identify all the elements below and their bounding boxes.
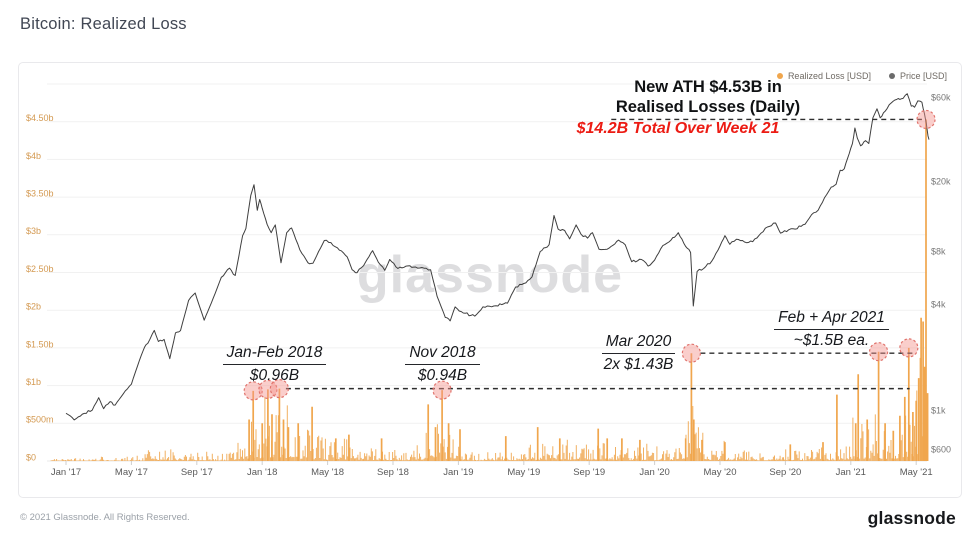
chart-card: glassnode $4.50b $4b $3.50b $3b $2.50b $2b $1.… (18, 62, 962, 498)
x-axis-tick-label: May '17 (115, 467, 148, 478)
annotation-janfeb-2018-value: $0.96B (249, 367, 300, 384)
right-axis-tick-label: $1k (931, 405, 946, 415)
left-axis-labels: $4.50b $4b $3.50b $3b $2.50b $2b $1.50b $1b $500… (26, 113, 54, 462)
annotation-febapr-2021: Feb + Apr 2021 ~$1.5B ea. (754, 307, 909, 351)
left-axis-tick-label: $1b (26, 377, 41, 387)
highlight-circle (681, 343, 701, 363)
page-title: Bitcoin: Realized Loss (20, 15, 187, 33)
x-axis-tick-label: Jan '17 (51, 467, 81, 478)
x-axis-tick-label: Sep '19 (573, 467, 605, 478)
annotation-week21-total: $14.2B Total Over Week 21 (576, 120, 780, 137)
annotation-new-ath-line1: New ATH $4.53B in (634, 78, 782, 96)
glassnode-logo: glassnode (867, 508, 956, 528)
x-axis-tick-label: Jan '21 (836, 467, 866, 478)
left-axis-tick-label: $500m (26, 415, 54, 425)
annotation-febapr-2021-title: Feb + Apr 2021 (774, 307, 889, 330)
annotation-mar-2020: Mar 2020 2x $1.43B (576, 331, 701, 375)
left-axis-tick-label: $3.50b (26, 188, 54, 198)
realized-loss-spike-bars (248, 119, 929, 461)
right-axis-tick-label: $20k (931, 176, 951, 186)
x-axis-tick-label: May '19 (507, 467, 540, 478)
annotation-janfeb-2018-title: Jan-Feb 2018 (222, 342, 327, 365)
left-axis-tick-label: $3b (26, 226, 41, 236)
legend-item[interactable]: Price [USD] (888, 71, 947, 81)
annotation-new-ath-line2: Realised Losses (Daily) (615, 98, 801, 116)
right-axis-tick-label: $8k (931, 246, 946, 256)
x-axis-tick-label: Sep '18 (377, 467, 409, 478)
annotation-mar-2020-value: 2x $1.43B (603, 356, 674, 373)
left-axis-tick-label: $2.50b (26, 264, 54, 274)
highlight-circles (243, 109, 936, 401)
highlight-circle (269, 379, 289, 399)
legend-label: Realized Loss [USD] (787, 71, 871, 81)
highlight-circle (432, 380, 452, 400)
legend-dot-icon (776, 73, 783, 79)
left-axis-tick-label: $1.50b (26, 339, 54, 349)
x-axis-tick-label: May '18 (311, 467, 344, 478)
price-line (65, 93, 930, 421)
annotation-janfeb-2018: Jan-Feb 2018 $0.96B (202, 342, 347, 386)
left-axis-tick-label: $4.50b (26, 113, 54, 123)
x-axis-labels: Jan '17 May '17 Sep '17 Jan '18 May '18 Sep '… (51, 461, 933, 478)
right-axis-tick-label: $60k (931, 92, 951, 102)
left-axis-tick-label: $2b (26, 302, 41, 312)
annotation-nov-2018: Nov 2018 $0.94B (380, 342, 505, 386)
annotation-mar-2020-title: Mar 2020 (601, 331, 676, 354)
highlight-circle (258, 379, 278, 399)
highlight-circle (243, 381, 263, 401)
x-axis-tick-label: Jan '20 (639, 467, 669, 478)
highlight-circle (916, 109, 936, 130)
annotation-febapr-2021-value: ~$1.5B ea. (793, 332, 870, 349)
x-axis-tick-label: May '20 (704, 467, 737, 478)
dashed-level-lines (285, 118, 922, 390)
annotation-nov-2018-title: Nov 2018 (405, 342, 480, 365)
right-axis-labels: $60k $20k $8k $4k $1k $600 (931, 92, 951, 454)
legend-label: Price [USD] (899, 71, 947, 81)
x-axis-tick-label: May '21 (900, 467, 933, 478)
left-axis-tick-label: $0 (26, 452, 36, 462)
annotation-nov-2018-value: $0.94B (417, 367, 468, 384)
copyright-text: © 2021 Glassnode. All Rights Reserved. (20, 512, 190, 523)
realized-loss-chart: $4.50b $4b $3.50b $3b $2.50b $2b $1.50b $1b $500… (26, 83, 951, 478)
legend-item[interactable]: Realized Loss [USD] (776, 71, 871, 81)
left-axis-tick-label: $4b (26, 151, 41, 161)
right-axis-tick-label: $4k (931, 299, 946, 309)
legend-dot-icon (888, 73, 895, 79)
x-axis-tick-label: Jan '18 (247, 467, 277, 478)
annotation-new-ath: New ATH $4.53B in Realised Losses (Daily… (579, 77, 837, 117)
right-axis-tick-label: $600 (931, 444, 951, 454)
gridlines (47, 83, 927, 462)
highlight-circle (868, 342, 889, 362)
x-axis-tick-label: Jan '19 (443, 467, 473, 478)
x-axis-tick-label: Sep '17 (181, 467, 213, 478)
highlight-circle (899, 338, 919, 358)
x-axis-tick-label: Sep '20 (769, 467, 801, 478)
chart-legend: Realized Loss [USD] Price [USD] (776, 71, 947, 81)
